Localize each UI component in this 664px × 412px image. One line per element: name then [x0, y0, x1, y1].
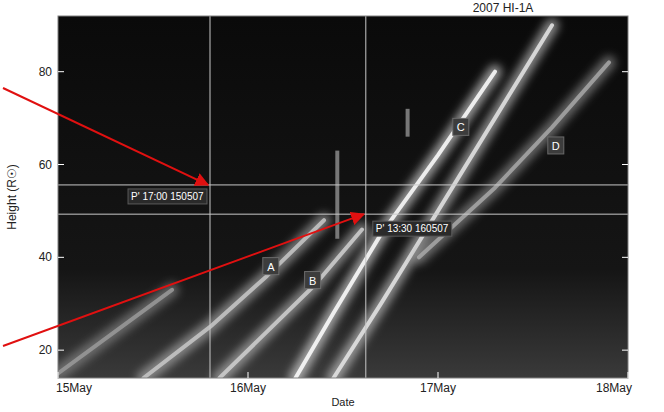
y-tick	[58, 164, 64, 165]
track-group	[296, 72, 496, 378]
annotation: D	[548, 137, 564, 154]
annotation-box	[263, 258, 279, 275]
y-axis-title: Height (R☉)	[5, 164, 19, 229]
y-tick	[622, 71, 628, 72]
crosshair-label-group: P' 17:00 150507	[128, 189, 207, 204]
x-tick	[628, 372, 629, 378]
y-tick-label: 80	[39, 65, 53, 79]
crosshair-h	[58, 214, 628, 215]
track	[296, 72, 496, 378]
annotation-box	[453, 118, 469, 135]
crosshair-label-box	[373, 221, 452, 236]
annotation: A	[263, 258, 279, 275]
segment	[406, 109, 410, 137]
crosshair-v	[210, 16, 211, 378]
segment	[335, 151, 339, 239]
y-tick-label: 60	[39, 158, 53, 172]
pointer-arrow	[3, 214, 364, 346]
y-tick-label: 40	[39, 250, 53, 264]
crosshair-v	[365, 16, 366, 378]
x-tick	[438, 372, 439, 378]
y-tick	[622, 257, 628, 258]
plot-background	[58, 16, 628, 378]
annotation: C	[453, 118, 469, 135]
crosshair-label: P' 17:00 150507	[131, 191, 204, 202]
annotation: B	[305, 272, 321, 289]
annotation-label: D	[552, 140, 560, 152]
y-tick	[622, 164, 628, 165]
y-tick	[58, 71, 64, 72]
crosshair-label-group: P' 13:30 160507	[373, 221, 452, 236]
plot-area	[58, 16, 628, 378]
y-tick	[622, 350, 628, 351]
crosshair-label: P' 13:30 160507	[376, 223, 449, 234]
annotation-label: A	[267, 261, 275, 273]
x-tick-label: 15May	[56, 381, 92, 395]
y-tick	[58, 257, 64, 258]
annotation-label: C	[457, 121, 465, 133]
x-axis-title: Date	[331, 396, 354, 408]
x-tick-label: 16May	[230, 381, 266, 395]
pointer-arrow	[3, 88, 208, 185]
x-tick-label: 17May	[420, 381, 456, 395]
title: 2007 HI-1A	[473, 1, 534, 15]
x-tick-label: 18May	[596, 381, 632, 395]
x-tick	[58, 372, 59, 378]
crosshair-h	[58, 184, 628, 185]
track-glow	[296, 72, 496, 378]
frame	[58, 16, 628, 378]
y-tick	[58, 350, 64, 351]
crosshair-label-box	[128, 189, 207, 204]
y-tick-label: 20	[39, 343, 53, 357]
chart: 15May 16May 17May 18May 20 40 60 80 Date Height (…	[0, 0, 664, 412]
annotation-box	[305, 272, 321, 289]
annotation-label: B	[309, 275, 316, 287]
annotation-box	[548, 137, 564, 154]
x-tick	[248, 372, 249, 378]
